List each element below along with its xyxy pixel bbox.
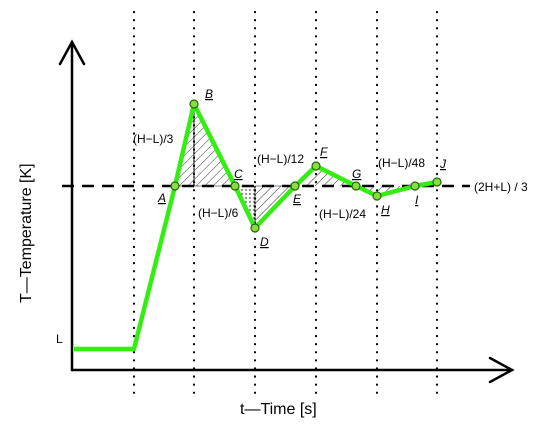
point-markers xyxy=(170,99,442,233)
deviation-markers xyxy=(193,104,256,228)
y-axis-arrow xyxy=(58,39,86,66)
delta-label-1: (H−L)/3 xyxy=(133,132,174,146)
setpoint-label: (2H+L) / 3 xyxy=(474,180,528,194)
label-j: J xyxy=(439,157,447,171)
response-curve xyxy=(74,101,438,352)
label-f: F xyxy=(320,145,328,159)
marker-d xyxy=(250,223,260,233)
low-level-label: L xyxy=(56,332,63,346)
label-i: I xyxy=(415,193,419,207)
marker-b xyxy=(189,99,199,109)
y-axis-label: T—Temperature [K] xyxy=(18,163,35,303)
axes xyxy=(58,39,515,384)
label-e: E xyxy=(293,192,302,206)
marker-g xyxy=(351,181,361,191)
label-c: C xyxy=(234,167,243,181)
marker-c xyxy=(230,181,240,191)
label-d: D xyxy=(260,235,269,249)
x-axis-arrow xyxy=(488,356,515,384)
label-b: B xyxy=(205,87,213,101)
vertical-gridlines xyxy=(132,10,439,400)
marker-a xyxy=(170,181,180,191)
x-axis-label: t—Time [s] xyxy=(240,401,317,418)
label-a: A xyxy=(157,191,166,205)
delta-label-5: (H−L)/48 xyxy=(378,156,425,170)
label-h: H xyxy=(381,203,390,217)
delta-label-2: (H−L)/6 xyxy=(198,206,239,220)
delta-label-3: (H−L)/12 xyxy=(257,152,304,166)
marker-f xyxy=(311,161,321,171)
marker-e xyxy=(290,181,300,191)
deviation-labels: (H−L)/3 (H−L)/6 (H−L)/12 (H−L)/24 (H−L)/… xyxy=(133,132,425,221)
marker-i xyxy=(410,181,420,191)
marker-j xyxy=(432,177,442,187)
delta-label-4: (H−L)/24 xyxy=(319,207,366,221)
label-g: G xyxy=(352,167,361,181)
marker-h xyxy=(372,191,382,201)
point-labels: A B C D E F G H I J xyxy=(157,87,447,249)
